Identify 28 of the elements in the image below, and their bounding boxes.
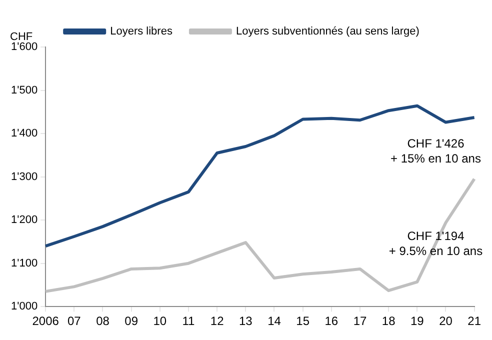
y-tick-label: 1'400 xyxy=(10,128,38,140)
x-tick-label: 13 xyxy=(238,314,253,328)
x-tick-label: 21 xyxy=(468,314,482,328)
x-tick-label: 20 xyxy=(439,314,453,328)
x-tick-label: 08 xyxy=(96,314,110,328)
x-tick-label: 17 xyxy=(353,314,367,328)
legend-label: Loyers libres xyxy=(110,26,173,38)
x-tick-label: 10 xyxy=(153,314,167,328)
x-tick-label: 2006 xyxy=(32,314,60,328)
x-tick-label: 11 xyxy=(182,314,196,328)
y-tick-label: 1'300 xyxy=(10,170,38,183)
x-tick-label: 16 xyxy=(324,314,338,328)
x-tick-label: 15 xyxy=(296,314,310,328)
x-tick-label: 14 xyxy=(268,314,282,328)
x-tick-label: 18 xyxy=(382,314,396,328)
x-tick-label: 07 xyxy=(67,314,82,328)
x-tick-label: 09 xyxy=(124,314,138,328)
y-tick-label: 1'500 xyxy=(10,84,38,96)
y-tick-label: 1'100 xyxy=(10,257,38,270)
x-tick-label: 19 xyxy=(410,314,424,328)
annotation: CHF 1'194 + 9.5% en 10 ans xyxy=(388,228,483,258)
annotation: CHF 1'426 + 15% en 10 ans xyxy=(390,136,481,166)
y-axis-title: CHF xyxy=(10,31,33,44)
legend-label: Loyers subventionnés (au sens large) xyxy=(236,26,420,38)
y-tick-label: 1'600 xyxy=(10,41,38,54)
y-tick-label: 1'000 xyxy=(10,300,38,313)
x-tick-label: 12 xyxy=(210,314,224,328)
y-tick-label: 1'200 xyxy=(10,214,38,226)
